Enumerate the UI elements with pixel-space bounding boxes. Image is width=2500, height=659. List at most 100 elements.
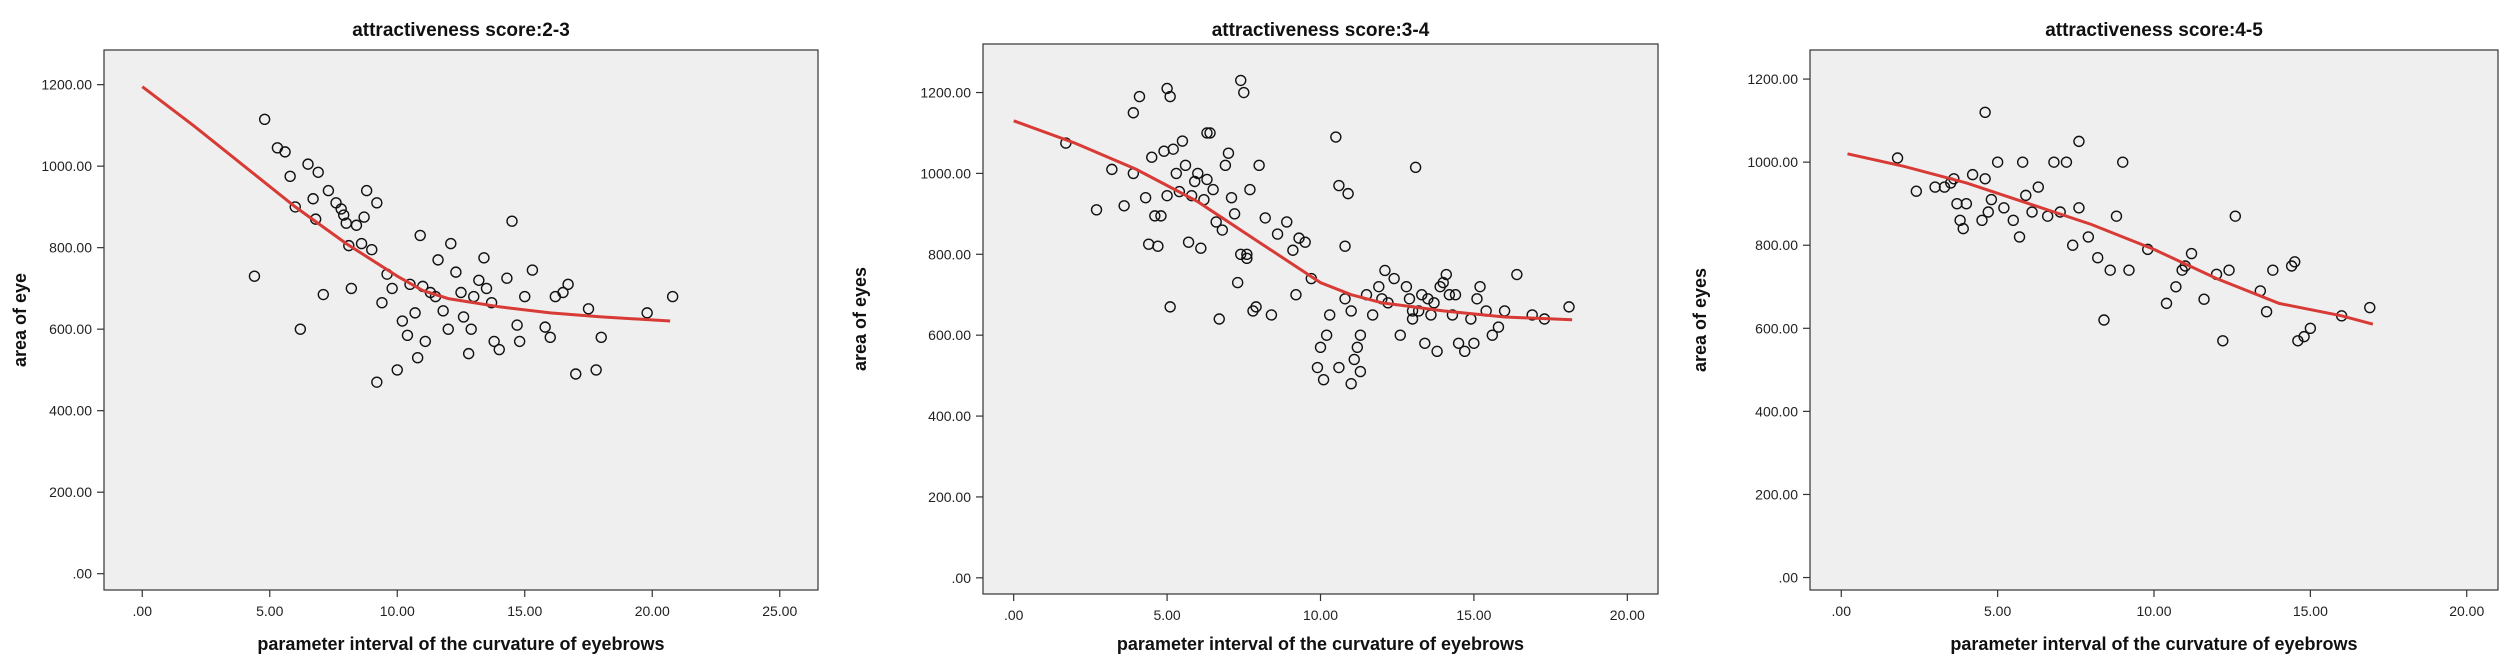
- data-point: [414, 229, 426, 242]
- data-point: [371, 197, 383, 209]
- data-point: [1403, 293, 1416, 305]
- data-point: [1146, 151, 1158, 163]
- data-point: [343, 239, 355, 252]
- data-point: [386, 282, 398, 295]
- data-point: [1090, 204, 1103, 216]
- data-point: [376, 296, 388, 309]
- data-point: [2185, 247, 2198, 260]
- x-tick-label: .00: [1832, 603, 1852, 619]
- data-point: [1250, 301, 1262, 313]
- chart-title: attractiveness score:2-3: [352, 20, 570, 41]
- data-point: [1428, 297, 1440, 309]
- data-point: [1127, 107, 1140, 119]
- data-point: [539, 321, 551, 333]
- x-tick-label: 25.00: [762, 603, 797, 619]
- data-point: [345, 282, 358, 295]
- data-point: [1468, 337, 1480, 349]
- data-point: [519, 290, 531, 303]
- data-point: [2223, 264, 2235, 276]
- x-tick-label: 20.00: [635, 603, 670, 619]
- data-point: [1957, 222, 1969, 235]
- data-point: [1979, 106, 1991, 119]
- data-point: [1333, 361, 1345, 374]
- data-point: [289, 201, 301, 213]
- y-tick-label: 1000.00: [41, 158, 92, 174]
- data-point: [1324, 309, 1336, 321]
- data-point: [1204, 127, 1216, 139]
- x-axis-label: parameter interval of the curvature of e…: [1950, 634, 2357, 654]
- data-point: [302, 158, 314, 170]
- data-point: [1167, 143, 1179, 155]
- data-point: [312, 166, 324, 178]
- chart-panel-1: attractiveness score:2-3 .00 200.00 400.00 6…: [0, 0, 820, 659]
- data-point: [2198, 293, 2210, 305]
- data-point: [1155, 210, 1167, 222]
- data-point: [404, 278, 416, 291]
- data-point: [1287, 244, 1299, 256]
- loess-fit-line: [1847, 152, 2374, 326]
- data-point: [2123, 264, 2135, 276]
- data-point: [1348, 353, 1360, 366]
- data-point: [1293, 232, 1305, 244]
- y-axis-label: area of eye: [10, 273, 30, 367]
- y-tick-label: 200.00: [1755, 486, 1798, 502]
- data-point: [1563, 301, 1575, 313]
- data-point: [1235, 248, 1247, 260]
- data-point: [1345, 305, 1357, 317]
- data-point: [2160, 297, 2173, 310]
- data-point: [544, 331, 556, 344]
- data-point: [294, 323, 307, 335]
- scatter-chart-score-4-5: attractiveness score:4-5 .00 200.00 400.00 6…: [1690, 20, 2499, 654]
- data-point: [457, 311, 470, 323]
- data-point: [1118, 200, 1130, 212]
- data-point: [473, 274, 485, 286]
- x-tick-label: 15.00: [507, 603, 542, 619]
- data-point: [2260, 305, 2273, 318]
- y-tick-label: 600.00: [1755, 320, 1798, 336]
- x-axis-label: parameter interval of the curvature of e…: [257, 634, 664, 654]
- data-point: [1176, 135, 1189, 147]
- data-point: [1422, 293, 1434, 305]
- data-point: [1271, 228, 1284, 240]
- data-point: [1471, 293, 1483, 305]
- data-point: [396, 315, 409, 327]
- data-point: [1281, 216, 1293, 228]
- data-point: [284, 170, 296, 183]
- y-tick-label: 200.00: [928, 489, 971, 505]
- data-point: [335, 203, 347, 215]
- data-point: [641, 307, 653, 319]
- data-point: [480, 282, 493, 295]
- data-point: [478, 252, 490, 264]
- data-point: [1412, 305, 1425, 317]
- data-point: [360, 184, 373, 197]
- data-point: [358, 211, 370, 223]
- data-point: [409, 307, 421, 319]
- x-tick-label: 10.00: [2136, 603, 2171, 619]
- data-point: [445, 237, 457, 250]
- data-point: [1409, 161, 1422, 174]
- data-point: [1201, 127, 1213, 139]
- y-tick-label: .00: [952, 570, 972, 586]
- data-point: [1492, 321, 1505, 333]
- data-point: [1253, 159, 1265, 172]
- data-point: [1351, 341, 1364, 354]
- data-point: [1982, 206, 1994, 218]
- data-point: [1133, 90, 1146, 103]
- data-point: [1164, 90, 1176, 103]
- data-point: [2229, 210, 2242, 222]
- plot-area: [103, 49, 819, 591]
- data-point: [1222, 147, 1235, 159]
- data-point: [1238, 86, 1250, 99]
- data-point: [338, 209, 350, 221]
- data-point: [2032, 181, 2044, 193]
- data-point: [1486, 329, 1499, 341]
- data-point: [1179, 159, 1192, 172]
- data-point: [437, 305, 449, 317]
- data-point: [1149, 210, 1161, 222]
- chart-title: attractiveness score:4-5: [2045, 20, 2263, 41]
- data-point: [1241, 248, 1253, 260]
- data-point: [1216, 224, 1229, 236]
- data-point: [2013, 231, 2026, 243]
- y-tick-label: 400.00: [1755, 403, 1798, 419]
- data-point: [1991, 156, 2004, 168]
